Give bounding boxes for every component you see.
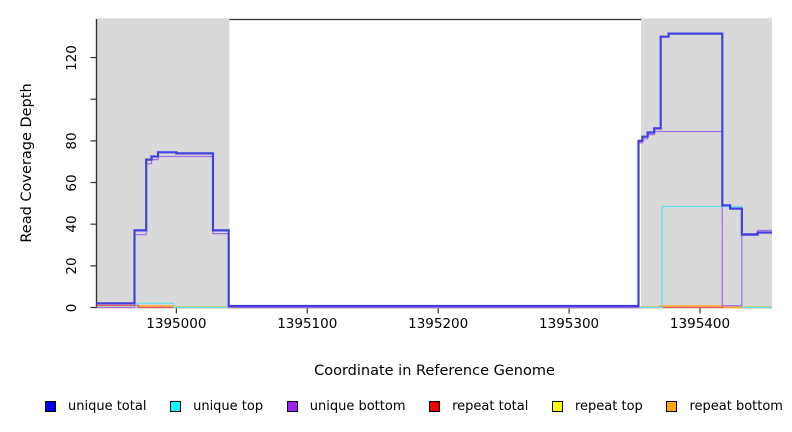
x-tick-label: 1395300	[539, 316, 600, 332]
legend: unique total unique top unique bottom repea…	[45, 399, 783, 414]
legend-swatch-icon	[552, 401, 563, 412]
legend-swatch-icon	[45, 401, 56, 412]
legend-label: unique bottom	[309, 399, 406, 414]
legend-item-unique-total: unique total	[45, 399, 146, 414]
legend-swatch-icon	[170, 401, 182, 412]
repeat-region-left	[96, 19, 230, 309]
legend-item-repeat-total: repeat total	[429, 399, 528, 414]
legend-item-repeat-bottom: repeat bottom	[666, 399, 783, 414]
y-tick-label: 0	[64, 303, 80, 312]
legend-swatch-icon	[429, 401, 441, 412]
legend-swatch-icon	[286, 401, 298, 412]
x-tick-label: 1395400	[669, 316, 731, 332]
legend-label: repeat top	[575, 399, 643, 414]
legend-item-unique-bottom: unique bottom	[286, 399, 406, 414]
legend-label: repeat bottom	[689, 399, 783, 414]
legend-label: unique total	[68, 399, 147, 414]
x-tick-label: 1395100	[277, 316, 338, 332]
series-unique-total	[96, 32, 772, 308]
x-tick-label: 1395000	[146, 316, 207, 332]
legend-label: unique top	[193, 399, 264, 414]
legend-item-repeat-top: repeat top	[552, 399, 643, 414]
legend-item-unique-top: unique top	[170, 399, 263, 414]
y-tick-label: 20	[64, 257, 80, 275]
y-axis-title: Read Coverage Depth	[19, 83, 35, 243]
y-tick-label: 40	[64, 215, 80, 233]
y-tick-label: 120	[64, 44, 80, 71]
repeat-region-right	[641, 19, 772, 309]
x-tick-label: 1395200	[408, 316, 469, 332]
y-tick-label: 80	[64, 132, 80, 150]
legend-label: repeat total	[452, 399, 529, 414]
legend-swatch-icon	[666, 401, 678, 412]
x-axis-title: Coordinate in Reference Genome	[314, 363, 555, 379]
y-tick-label: 60	[64, 173, 80, 192]
